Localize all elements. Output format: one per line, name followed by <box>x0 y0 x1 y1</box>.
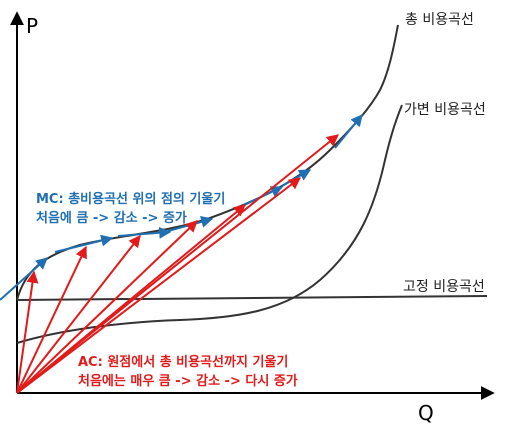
variable-cost-curve <box>16 104 403 344</box>
mc-tangent-arrows <box>0 114 363 301</box>
ac-ray <box>16 245 87 394</box>
mc-tangent-arrow <box>0 257 48 301</box>
mc-annotation-line1: MC: 총비용곡선 위의 점의 기울기 <box>36 191 225 207</box>
mc-tangent-arrow <box>54 234 114 253</box>
x-axis-label: Q <box>418 401 434 425</box>
ac-annotation-line2: 처음에는 매우 큼 -> 감소 -> 다시 증가 <box>78 373 298 389</box>
y-axis-label: P <box>26 14 38 38</box>
ac-ray <box>16 134 339 394</box>
ac-rays <box>16 134 339 394</box>
fixed-cost-label: 고정 비용곡선 <box>403 279 485 295</box>
fixed-cost-curve <box>16 295 488 301</box>
mc-tangent-arrow <box>117 226 172 239</box>
total-cost-label: 총 비용곡선 <box>405 12 474 28</box>
mc-tangent-arrow <box>281 169 312 187</box>
ac-ray <box>16 270 39 394</box>
mc-annotation-line2: 처음에 큼 -> 감소 -> 증가 <box>36 210 187 226</box>
ac-ray <box>16 220 198 394</box>
ac-annotation-line1: AC: 원점에서 총 비용곡선까지 기울기 <box>78 354 288 370</box>
mc-tangent-arrow <box>334 114 363 149</box>
ac-ray <box>16 235 141 394</box>
ac-ray <box>16 177 301 394</box>
variable-cost-label: 가변 비용곡선 <box>404 102 486 118</box>
